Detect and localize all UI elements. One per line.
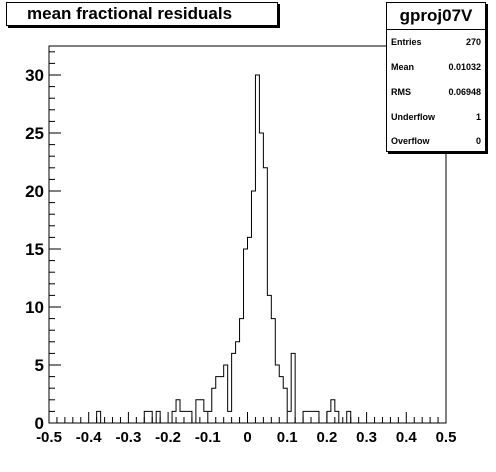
- y-axis: 0 5 10 15 20 25 30: [25, 51, 61, 433]
- stat-label: Underflow: [391, 112, 435, 122]
- stat-value: 1: [475, 112, 481, 122]
- stat-label: Mean: [391, 62, 415, 72]
- stat-value: 0.01032: [448, 62, 481, 72]
- stat-overflow: Overflow 0: [391, 136, 481, 150]
- histogram-name: gproj07V: [387, 3, 485, 30]
- y-tick-label: 30: [25, 66, 44, 85]
- x-tick-label: -0.3: [115, 429, 141, 446]
- y-tick-label: 25: [25, 124, 44, 143]
- x-tick-label: -0.5: [36, 429, 62, 446]
- y-tick-label: 5: [35, 356, 44, 375]
- y-tick-label: 0: [35, 414, 44, 433]
- stat-label: Entries: [391, 37, 422, 47]
- stats-box: gproj07V Entries 270 Mean 0.01032 RMS 0.…: [386, 2, 486, 152]
- stat-value: 0.06948: [448, 87, 481, 97]
- chart-title: mean fractional residuals: [27, 4, 233, 23]
- histogram-outline: [49, 74, 446, 424]
- x-tick-label: -0.2: [155, 429, 181, 446]
- stat-label: RMS: [391, 87, 411, 97]
- x-tick-label: -0.1: [195, 429, 221, 446]
- x-tick-label: 0.4: [396, 429, 418, 446]
- stat-underflow: Underflow 1: [391, 112, 481, 126]
- title-box: mean fractional residuals: [6, 2, 278, 26]
- x-tick-label: 0.3: [356, 429, 377, 446]
- y-tick-label: 20: [25, 182, 44, 201]
- stat-label: Overflow: [391, 136, 430, 146]
- x-tick-label: 0: [243, 429, 251, 446]
- x-tick-label: 0.2: [316, 429, 337, 446]
- stat-entries: Entries 270: [391, 37, 481, 51]
- x-tick-label: 0.5: [436, 429, 457, 446]
- x-tick-label: -0.4: [76, 429, 103, 446]
- stat-value: 0: [475, 136, 481, 146]
- stat-value: 270: [465, 37, 481, 47]
- stat-rms: RMS 0.06948: [391, 87, 481, 101]
- y-tick-label: 15: [25, 240, 44, 259]
- y-tick-label: 10: [25, 298, 44, 317]
- stat-mean: Mean 0.01032: [391, 62, 481, 76]
- x-tick-label: 0.1: [277, 429, 298, 446]
